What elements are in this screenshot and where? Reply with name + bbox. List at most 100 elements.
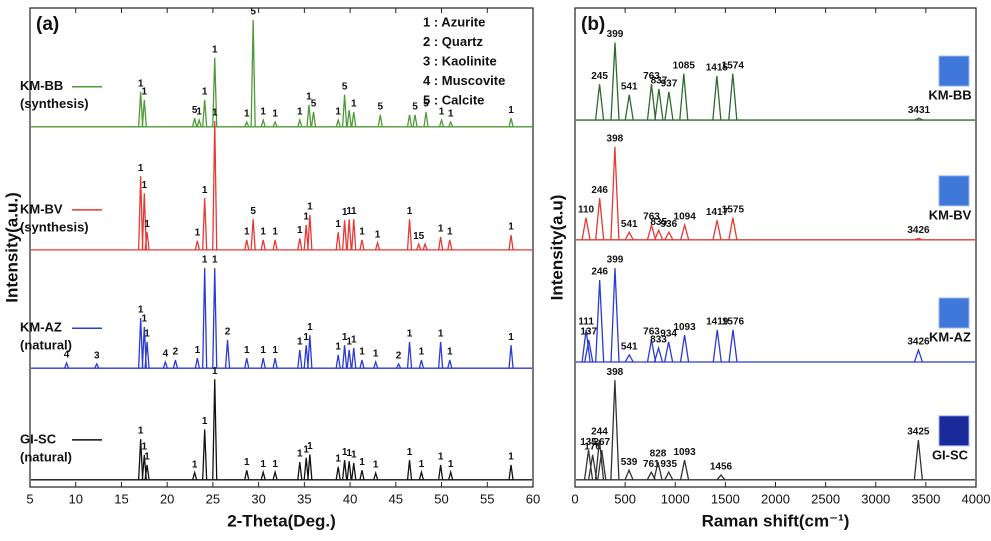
peak-label: 1 [307, 202, 313, 213]
panel: 5 10 15 20 25 30 35 40 45 50 55 602-Theta(Deg.)Inte… [2, 7, 540, 531]
peak [138, 176, 144, 250]
peak [581, 217, 591, 240]
peak [303, 224, 309, 250]
peak-label: 137 [580, 327, 597, 338]
peak-label: 1 [142, 87, 148, 98]
peak-label: 837 [651, 76, 668, 87]
peak-label: 1 [448, 459, 454, 470]
peak [250, 19, 256, 127]
peak [597, 450, 607, 480]
peak [260, 117, 266, 127]
phase-legend-item: 2 : Quartz [423, 34, 483, 49]
peak [508, 234, 514, 250]
peak [377, 114, 383, 127]
peak [913, 347, 924, 363]
peak [624, 94, 634, 121]
peak-label: 1 [438, 329, 444, 340]
peak [914, 237, 923, 241]
sample-name: GI-SC [20, 431, 57, 446]
peak [212, 379, 218, 480]
peak-label: 267 [593, 437, 610, 448]
peak-label: 539 [621, 457, 638, 468]
peak [244, 358, 250, 369]
peak [351, 219, 357, 250]
peak-label: 1 [438, 452, 444, 463]
peak [335, 232, 341, 250]
peak [583, 450, 594, 480]
peak [406, 114, 413, 127]
peak-label: 1 [196, 107, 202, 118]
peak [374, 240, 381, 251]
peak-label: 1 [419, 459, 425, 470]
phase-legend-item: 3 : Kaolinite [423, 53, 497, 68]
peak [359, 359, 365, 369]
peak [373, 359, 379, 369]
peak [373, 470, 379, 481]
peak-label: 1 [335, 341, 341, 352]
peak-label: 1 [144, 329, 150, 340]
peak-label: 1 [346, 206, 352, 217]
peak-label: 1 [419, 347, 425, 358]
peak [141, 99, 147, 127]
peak-label: 176 [584, 442, 601, 453]
peak [624, 230, 634, 241]
peak-label: 1575 [722, 204, 745, 215]
sample-name: GI-SC [932, 447, 969, 462]
peak [448, 469, 454, 480]
x-axis-label: Raman shift(cm⁻¹) [702, 511, 850, 530]
peak [438, 117, 445, 127]
sample-note: (synthesis) [20, 96, 89, 111]
peak-label: 1 [212, 366, 218, 377]
peak-label: 763 [643, 71, 660, 82]
sample-name: KM-BV [20, 201, 63, 216]
x-tick-label: 30 [251, 491, 265, 506]
peak [437, 341, 444, 369]
peak-label: 1 [244, 345, 250, 356]
peak-label: 1 [138, 426, 144, 437]
peak-label: 399 [607, 255, 624, 266]
peak [351, 348, 357, 369]
peak-label: 763 [643, 212, 660, 223]
peak-label: 1 [138, 78, 144, 89]
peak-label: 828 [650, 449, 667, 460]
peak [594, 84, 605, 121]
peak [346, 219, 352, 250]
peak-label: 1 [447, 347, 453, 358]
peak-label: 1 [373, 349, 379, 360]
x-tick-label: 4000 [962, 491, 991, 506]
y-axis-label: Intensity(a.u) [547, 195, 566, 301]
peak [412, 114, 418, 127]
peak-label: 1 [212, 44, 218, 55]
peak [335, 354, 341, 369]
peak-label: 2 [396, 351, 402, 362]
peak [144, 232, 150, 250]
peak-label: 1 [138, 305, 144, 316]
phase-legend-item: 4 : Muscovite [423, 73, 505, 88]
peak-label: 1 [244, 457, 250, 468]
peak [581, 329, 591, 363]
peak-label: 1415 [706, 63, 729, 74]
peak [272, 239, 278, 251]
peak-label: 1 [272, 109, 278, 120]
peak-label: 835 [650, 217, 667, 228]
peak [423, 111, 429, 127]
peak-label: 1 [260, 107, 266, 118]
peak [406, 219, 413, 250]
peak-label: 1 [508, 222, 514, 233]
sample-thumbnail [938, 55, 970, 87]
peak [595, 198, 605, 240]
peak-label: 541 [621, 219, 638, 230]
phase-legend-item: 1 : Azurite [423, 14, 485, 29]
peak [212, 121, 218, 250]
peak-label: 1 [303, 212, 309, 223]
peak [307, 214, 313, 250]
peak-label: 1 [212, 108, 218, 119]
peak [297, 349, 303, 369]
peak-label: 5 [412, 101, 418, 112]
peak-label: 5 [192, 105, 198, 116]
